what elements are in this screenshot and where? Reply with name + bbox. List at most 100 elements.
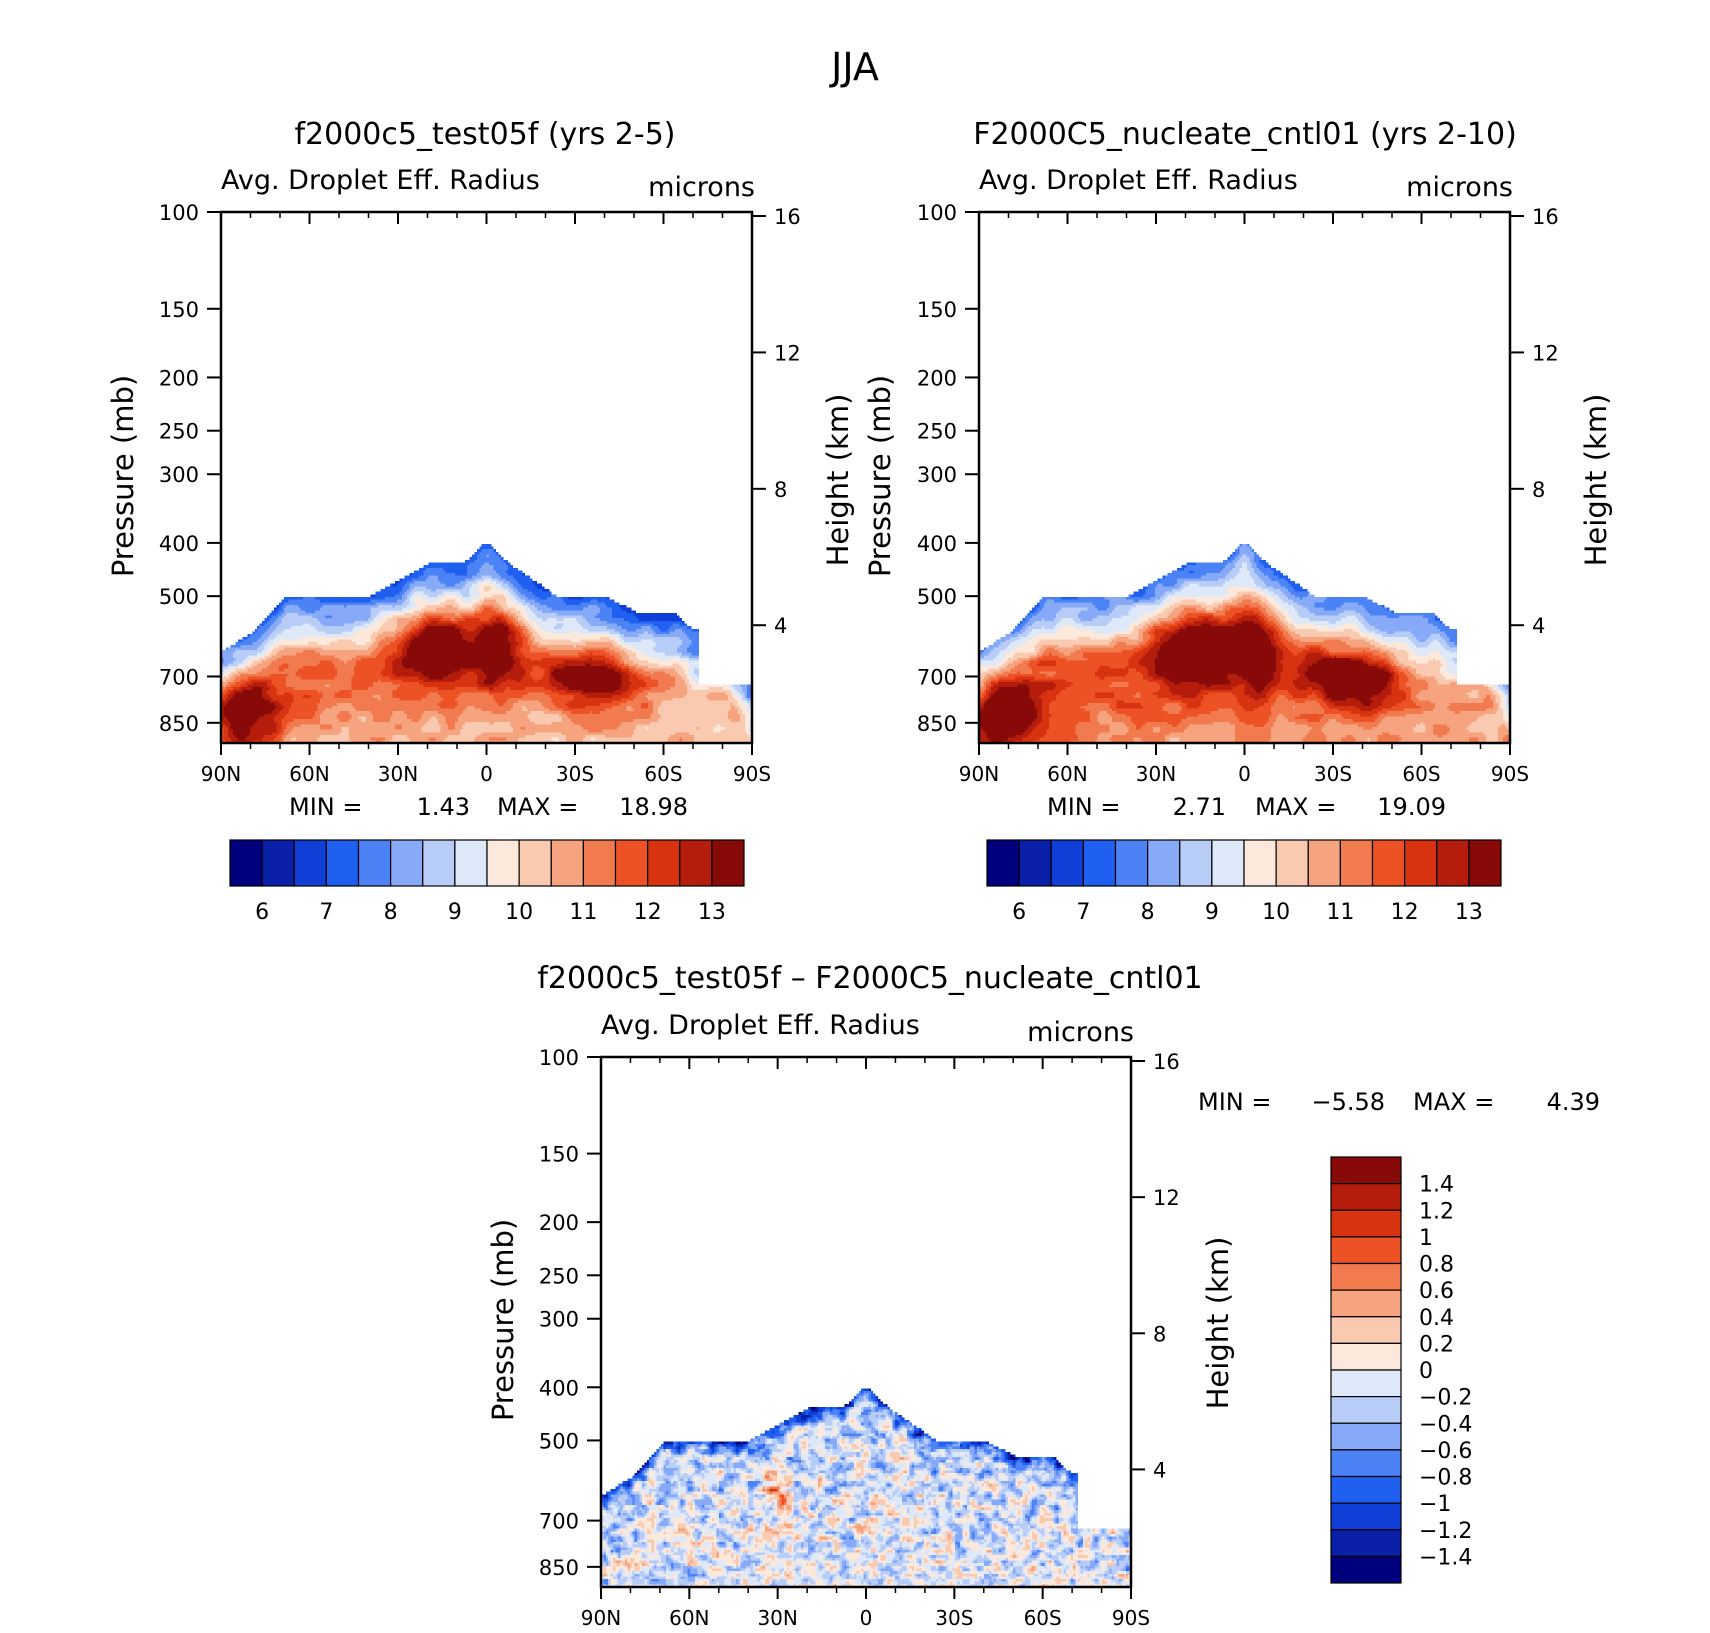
x-tick-label: 0 <box>860 1606 873 1630</box>
colorbar-swatch <box>325 839 360 887</box>
panel-subtitle-right: microns <box>1406 172 1513 203</box>
y-tick-label: 150 <box>159 298 199 322</box>
colorbar-label: 11 <box>1326 900 1354 925</box>
x-tick-label: 30S <box>556 762 594 786</box>
y-tick-label: 850 <box>539 1556 579 1580</box>
max-value: 18.98 <box>619 793 688 821</box>
y-right-tick-label: 4 <box>1153 1458 1166 1482</box>
x-tick-label: 90S <box>1491 762 1529 786</box>
colorbar-label: 0.2 <box>1419 1332 1454 1357</box>
y-tick-label: 200 <box>159 366 199 390</box>
y-tick-label: 250 <box>159 420 199 444</box>
min-value: −5.58 <box>1311 1088 1385 1116</box>
y-tick-label: 300 <box>917 463 957 487</box>
colorbar-swatch <box>454 839 488 887</box>
x-tick-label: 60N <box>1047 762 1087 786</box>
colorbar-label: 8 <box>384 900 398 925</box>
colorbar: 1.41.210.80.60.40.20−0.2−0.4−0.6−0.8−1−1… <box>1330 1156 1472 1584</box>
colorbar-label: 6 <box>1012 900 1026 925</box>
colorbar-label: 1.4 <box>1419 1173 1454 1198</box>
x-tick-label: 90N <box>201 762 241 786</box>
colorbar-swatch <box>1468 839 1502 887</box>
colorbar-swatch <box>518 839 552 887</box>
colorbar-label: 7 <box>1076 900 1090 925</box>
colorbar-swatch <box>1404 839 1438 887</box>
max-label: MAX = <box>1413 1088 1494 1116</box>
y-tick-label: 250 <box>539 1264 579 1288</box>
colorbar-label: 0.4 <box>1419 1306 1454 1331</box>
colorbar-swatch <box>357 839 392 887</box>
min-label: MIN = <box>1198 1088 1271 1116</box>
y-tick-label: 150 <box>917 298 957 322</box>
min-value: 2.71 <box>1173 793 1226 821</box>
colorbar-swatch <box>422 839 456 887</box>
panel-subtitle-right: microns <box>648 172 755 203</box>
figure-title: JJA <box>829 45 879 89</box>
colorbar-label: −1.2 <box>1419 1519 1472 1544</box>
plot-axes: 100 150 200 250 300 400 500 700 850 16 12 8 4 90N 60N 3… <box>159 201 801 786</box>
colorbar-swatch <box>1330 1422 1402 1451</box>
colorbar-label: 1.2 <box>1419 1199 1454 1224</box>
field-raster <box>979 212 1510 743</box>
contour-field <box>979 212 1510 743</box>
colorbar-swatch <box>1330 1502 1402 1531</box>
panel-title: f2000c5_test05f (yrs 2-5) <box>294 117 675 152</box>
y-tick-label: 150 <box>539 1143 579 1167</box>
y-right-tick-label: 16 <box>1153 1050 1180 1074</box>
colorbar-swatch <box>711 839 745 887</box>
x-tick-label: 90N <box>581 1606 621 1630</box>
colorbar-swatch <box>1330 1262 1402 1291</box>
colorbar-swatch <box>647 839 681 887</box>
colorbar-label: 12 <box>634 900 662 925</box>
y-tick-label: 500 <box>159 585 199 609</box>
panel-difference: f2000c5_test05f – F2000C5_nucleate_cntl0… <box>486 961 1600 1630</box>
plot-axes: 100 150 200 250 300 400 500 700 850 16 12 8 4 90N 60N 3… <box>539 1046 1180 1630</box>
panel-subtitle-left: Avg. Droplet Eff. Radius <box>221 165 540 196</box>
max-value: 4.39 <box>1547 1088 1600 1116</box>
colorbar-label: −0.2 <box>1419 1386 1472 1411</box>
colorbar-swatch <box>1179 839 1213 887</box>
colorbar-label: 8 <box>1141 900 1155 925</box>
y-tick-label: 400 <box>159 532 199 556</box>
colorbar-swatch <box>614 839 649 887</box>
colorbar-label: 0.6 <box>1419 1279 1454 1304</box>
y-tick-label: 700 <box>539 1510 579 1534</box>
colorbar-swatch <box>1307 839 1341 887</box>
panel-subtitle-right: microns <box>1027 1017 1134 1048</box>
x-tick-label: 90N <box>959 762 999 786</box>
colorbar-swatch <box>1050 839 1084 887</box>
colorbar-swatch <box>1339 839 1374 887</box>
y-tick-label: 100 <box>159 201 199 225</box>
y-tick-label: 200 <box>917 366 957 390</box>
colorbar-swatch <box>1330 1396 1402 1424</box>
colorbar-label: −1 <box>1419 1492 1451 1517</box>
y-right-tick-label: 12 <box>1532 341 1559 365</box>
field-raster <box>601 1057 1131 1587</box>
panel-title: F2000C5_nucleate_cntl01 (yrs 2-10) <box>973 117 1517 152</box>
panel-cntl01: F2000C5_nucleate_cntl01 (yrs 2-10) Avg. … <box>863 117 1613 925</box>
colorbar-label: 12 <box>1391 900 1419 925</box>
colorbar-swatch <box>293 839 327 887</box>
y-tick-label: 250 <box>917 420 957 444</box>
colorbar-swatch <box>1147 839 1181 887</box>
y-right-tick-label: 8 <box>774 478 787 502</box>
x-tick-label: 30N <box>378 762 418 786</box>
y-tick-label: 500 <box>917 585 957 609</box>
y-right-tick-label: 4 <box>1532 614 1545 638</box>
colorbar-label: 10 <box>505 900 533 925</box>
colorbar-swatch <box>1018 839 1052 887</box>
colorbar-swatch <box>1114 839 1149 887</box>
colorbar-swatch <box>1330 1449 1402 1478</box>
min-label: MIN = <box>289 793 362 821</box>
y-axis-right-label: Height (km) <box>1201 1237 1235 1410</box>
colorbar-swatch <box>1330 1209 1402 1238</box>
field-raster <box>221 212 752 743</box>
colorbar-label: 9 <box>448 900 462 925</box>
y-tick-label: 400 <box>539 1376 579 1400</box>
y-right-tick-label: 16 <box>1532 205 1559 229</box>
colorbar-swatch <box>1330 1183 1402 1211</box>
colorbar-swatch <box>1330 1289 1402 1318</box>
y-tick-label: 100 <box>917 201 957 225</box>
y-right-tick-label: 12 <box>1153 1186 1180 1210</box>
